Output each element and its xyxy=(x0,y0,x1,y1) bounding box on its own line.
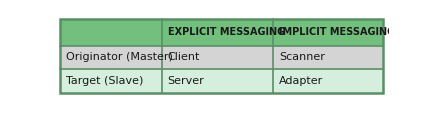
Text: Scanner: Scanner xyxy=(279,52,325,62)
Bar xyxy=(60,19,383,93)
Bar xyxy=(162,69,273,93)
Text: Target (Slave): Target (Slave) xyxy=(66,76,143,86)
Text: Originator (Master): Originator (Master) xyxy=(66,52,173,62)
Text: Server: Server xyxy=(168,76,204,86)
Bar xyxy=(273,46,383,69)
Bar xyxy=(162,46,273,69)
Bar xyxy=(60,19,162,46)
Text: Client: Client xyxy=(168,52,200,62)
Text: EXPLICIT MESSAGING: EXPLICIT MESSAGING xyxy=(168,27,285,37)
Bar xyxy=(60,46,162,69)
Bar xyxy=(162,19,273,46)
Bar xyxy=(273,69,383,93)
Bar xyxy=(273,19,383,46)
Text: Adapter: Adapter xyxy=(279,76,323,86)
Text: IMPLICIT MESSAGING: IMPLICIT MESSAGING xyxy=(279,27,395,37)
Bar xyxy=(60,69,162,93)
